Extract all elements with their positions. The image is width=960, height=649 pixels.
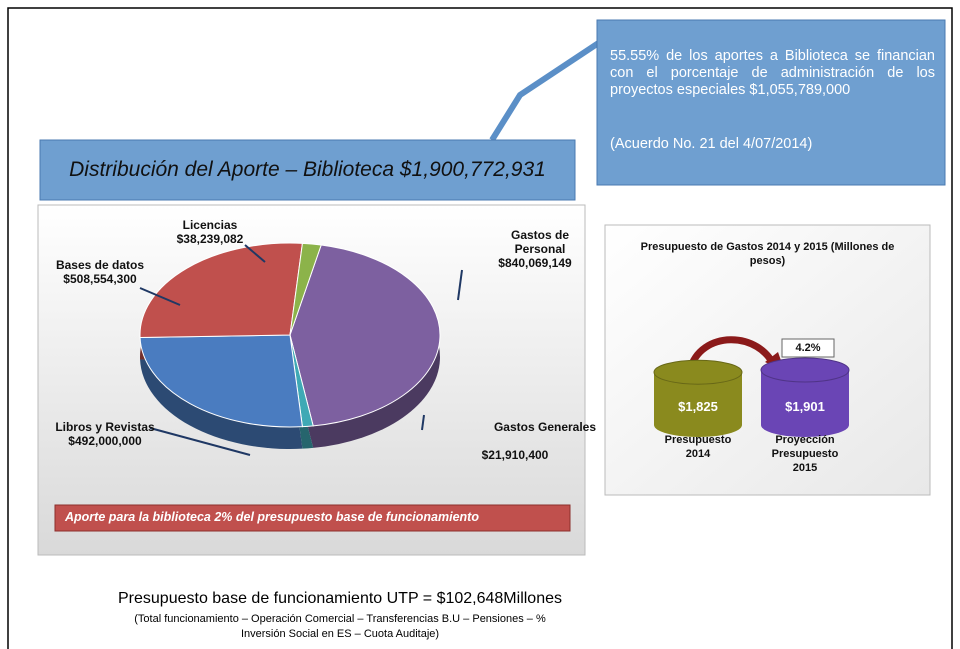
annotation-box (781, 338, 835, 358)
pie-label-value: $21,910,400 (481, 448, 549, 462)
bar-chart-title: Presupuesto de Gastos 2014 y 2015 (Millo… (640, 241, 895, 267)
pie-label-category: Libros y Revistas (55, 420, 155, 434)
callout-text: 55.55% de los aportes a Biblioteca se fi… (610, 48, 935, 98)
cylinder-top (760, 357, 850, 383)
footer-title: Presupuesto base de funcionamiento UTP =… (118, 590, 562, 607)
cylinder-top (653, 359, 743, 385)
pie-label-category: Bases de datos (55, 258, 145, 272)
cylinder (761, 370, 849, 437)
pie-slice (289, 244, 441, 427)
leader-line (139, 287, 181, 306)
annotation: 4.2% (795, 342, 821, 354)
leader-line (421, 414, 425, 431)
bar-value-label: $1,901 (785, 399, 825, 414)
pie-label-value: $492,000,000 (68, 434, 142, 448)
callout-box (596, 19, 946, 186)
pie-slice (139, 334, 303, 428)
leader-line (149, 427, 251, 456)
leader-line (244, 244, 266, 263)
bar-value-label: $1,825 (678, 399, 718, 414)
growth-arrow (686, 336, 779, 372)
title-box (39, 139, 576, 201)
banner-box (54, 504, 571, 532)
cylinder (654, 372, 742, 437)
pie-label-category: Gastos de Personal (510, 228, 570, 256)
callout-note: (Acuerdo No. 21 del 4/07/2014) (610, 136, 813, 152)
pie-label-value: $840,069,149 (498, 256, 572, 270)
slide-border (7, 7, 953, 649)
pie-label-value: $38,239,082 (176, 232, 244, 246)
leader-line (457, 269, 463, 301)
banner: Aporte para la biblioteca 2% del presupu… (65, 510, 479, 524)
pie-label-category: Gastos Generales (493, 420, 597, 434)
x-tick-label: Proyección Presupuesto 2015 (771, 434, 839, 474)
x-tick-label: Presupuesto 2014 (664, 434, 732, 460)
title: Distribución del Aporte – Biblioteca $1,… (69, 158, 546, 181)
pie-slice (289, 242, 322, 336)
pie-label-category: Licencias (182, 218, 238, 232)
callout-pointer (489, 39, 602, 142)
footer-note: (Total funcionamiento – Operación Comerc… (134, 613, 546, 640)
pie-label-value: $508,554,300 (63, 272, 137, 286)
pie-slice (139, 242, 304, 339)
